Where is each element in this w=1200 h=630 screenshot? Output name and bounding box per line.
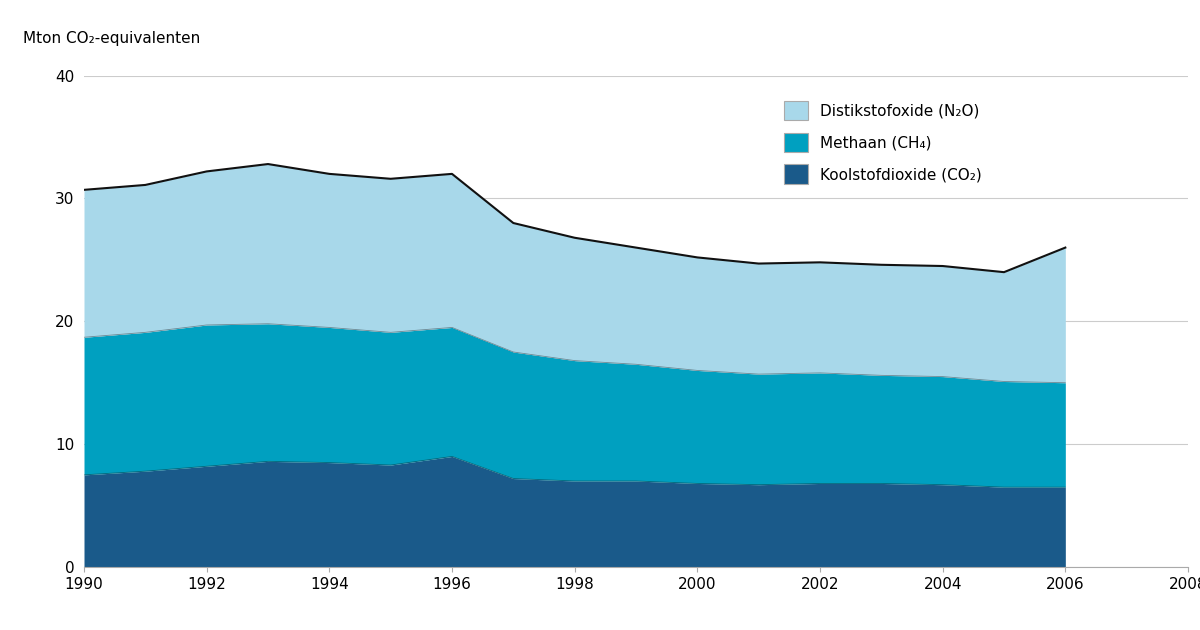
Text: Mton CO₂-equivalenten: Mton CO₂-equivalenten: [23, 31, 200, 46]
Legend: Distikstofoxide (N₂O), Methaan (CH₄), Koolstofdioxide (CO₂): Distikstofoxide (N₂O), Methaan (CH₄), Ko…: [776, 93, 990, 192]
